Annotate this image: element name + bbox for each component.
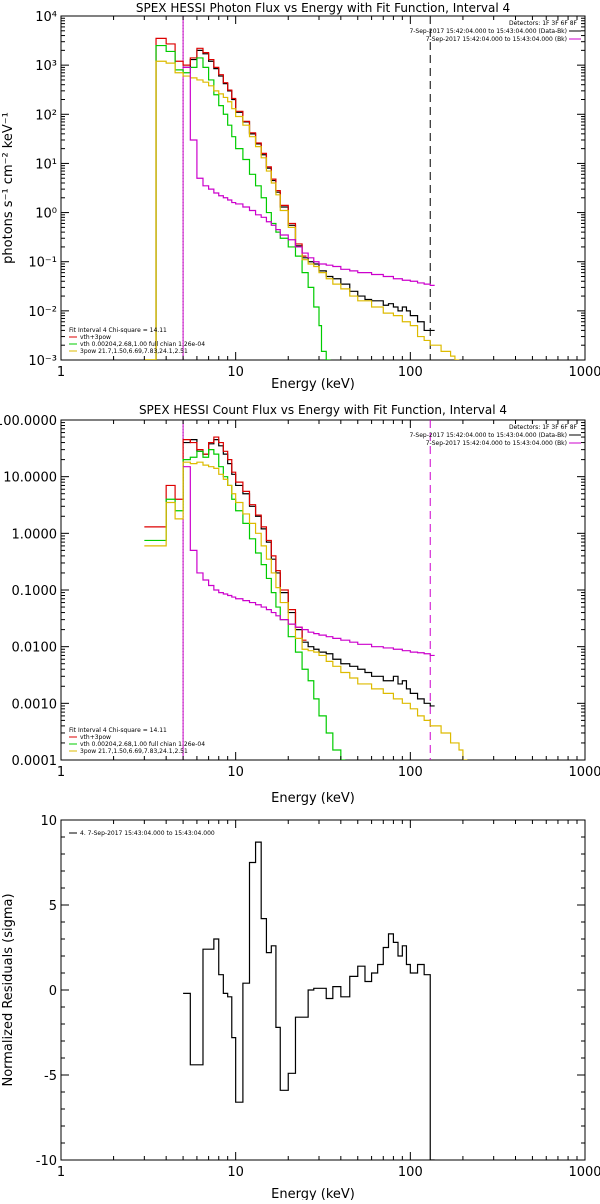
legend-left-entry: 4. 7-Sep-2017 15:43:04.000 to 15:43:04.0…	[80, 830, 215, 837]
y-tick-label: 10⁰	[35, 207, 57, 222]
x-axis-label: Energy (keV)	[271, 791, 355, 806]
y-tick-label: 0.0001	[12, 754, 58, 769]
x-tick-label: 100	[398, 1165, 423, 1180]
y-tick-label: 10⁻²	[28, 305, 57, 320]
y-tick-label: 10⁴	[35, 10, 57, 25]
plot-area	[144, 420, 468, 760]
x-axis-label: Energy (keV)	[271, 377, 355, 392]
y-tick-label: -5	[44, 1069, 57, 1084]
x-tick-label: 10	[227, 1165, 244, 1180]
y-axis-label: photons s⁻¹ cm⁻² keV⁻¹	[1, 112, 16, 264]
x-tick-label: 1000	[568, 765, 600, 780]
x-tick-label: 1000	[568, 1165, 600, 1180]
y-tick-label: 10³	[35, 59, 57, 74]
series-line-data-bk	[183, 49, 435, 332]
plot-frame	[60, 15, 586, 361]
y-tick-label: 100.0000	[0, 414, 57, 429]
count-flux-panel: 1 10 100 1000 0.0001 0.0010 0.0100 0.1000 1.0000…	[0, 403, 600, 806]
plot-area	[144, 16, 460, 360]
y-tick-label: 0	[49, 984, 57, 999]
series-line-3pow	[144, 461, 468, 760]
x-tick-label: 100	[398, 765, 423, 780]
legend-left-entry: 3pow 21.7,1.50,6.69,7.83,24.1,2.51	[80, 348, 188, 355]
legend-right-entry: 7-Sep-2017 15:42:04.000 to 15:43:04.000 …	[426, 36, 567, 43]
chart-title: SPEX HESSI Count Flux vs Energy with Fit…	[139, 403, 507, 417]
x-axis-label: Energy (keV)	[271, 1187, 355, 1200]
plot-frame	[60, 419, 586, 761]
x-tick-label: 1	[57, 1165, 65, 1180]
legend-left-entry: vth+3pow	[80, 734, 111, 741]
legend-left-entry: vth 0.00204,2.68,1.00 full chian 1.26e-0…	[80, 341, 205, 348]
y-tick-label: 1.0000	[12, 527, 58, 542]
y-tick-label: 10.0000	[3, 471, 57, 486]
series-line-data-bk	[183, 439, 435, 707]
legend-right-entry: 7-Sep-2017 15:42:04.000 to 15:43:04.000 …	[426, 440, 567, 447]
y-axis-label: Normalized Residuals (sigma)	[1, 893, 16, 1086]
residuals-panel: 1 10 100 1000 -10 -5 0 5 10 Energy (keV) Normalize…	[1, 814, 600, 1202]
y-tick-label: 5	[49, 899, 57, 914]
series-line-3pow	[144, 60, 460, 360]
x-tick-label: 10	[227, 365, 244, 380]
series-line-vth-3pow	[144, 37, 307, 360]
x-tick-label: 100	[398, 365, 423, 380]
series-line-bk	[183, 466, 435, 657]
legend-right-entry: 7-Sep-2017 15:42:04.000 to 15:43:04.000 …	[409, 28, 567, 35]
series-line-residuals	[183, 841, 435, 1160]
series-line-vth	[144, 449, 346, 760]
series-line-bk	[183, 66, 435, 286]
y-tick-label: 10⁻³	[28, 354, 57, 369]
y-tick-label: 0.0010	[12, 697, 58, 712]
y-tick-label: 10⁻¹	[28, 256, 57, 271]
x-tick-label: 1000	[568, 365, 600, 380]
legend-left-entry: vth+3pow	[80, 334, 111, 341]
legend-left-entry: Fit Interval 4 Chi-square = 14.11	[69, 327, 167, 334]
legend-left-entry: vth 0.00204,2.68,1.00 full chian 1.26e-0…	[80, 741, 205, 748]
series-line-vth	[144, 44, 331, 360]
detectors-label: Detectors: 1F 3F 6F 8F	[509, 20, 578, 27]
chart-title: SPEX HESSI Photon Flux vs Energy with Fi…	[136, 1, 510, 15]
y-tick-label: 0.0100	[12, 641, 58, 656]
y-tick-label: 10	[40, 814, 57, 829]
legend-left-entry: Fit Interval 4 Chi-square = 14.11	[69, 727, 167, 734]
x-tick-label: 1	[57, 365, 65, 380]
y-tick-label: -10	[36, 1154, 57, 1169]
photon-flux-panel: 1 10 100 1000 10⁻³ 10⁻² 10⁻¹ 10⁰ 10¹ 10² 10³ 10⁴ SPE…	[1, 1, 600, 392]
x-tick-label: 1	[57, 765, 65, 780]
y-tick-label: 0.1000	[12, 584, 58, 599]
plot-frame	[60, 819, 586, 1161]
plot-area	[183, 841, 435, 1160]
detectors-label: Detectors: 1F 3F 6F 8F	[509, 424, 578, 431]
legend-right-entry: 7-Sep-2017 15:42:04.000 to 15:43:04.000 …	[409, 432, 567, 439]
series-line-vth-3pow	[144, 436, 307, 641]
x-tick-label: 10	[227, 765, 244, 780]
y-tick-label: 10²	[35, 108, 57, 123]
legend-left-entry: 3pow 21.7,1.50,6.69,7.83,24.1,2.51	[80, 748, 188, 755]
y-tick-label: 10¹	[35, 157, 57, 172]
